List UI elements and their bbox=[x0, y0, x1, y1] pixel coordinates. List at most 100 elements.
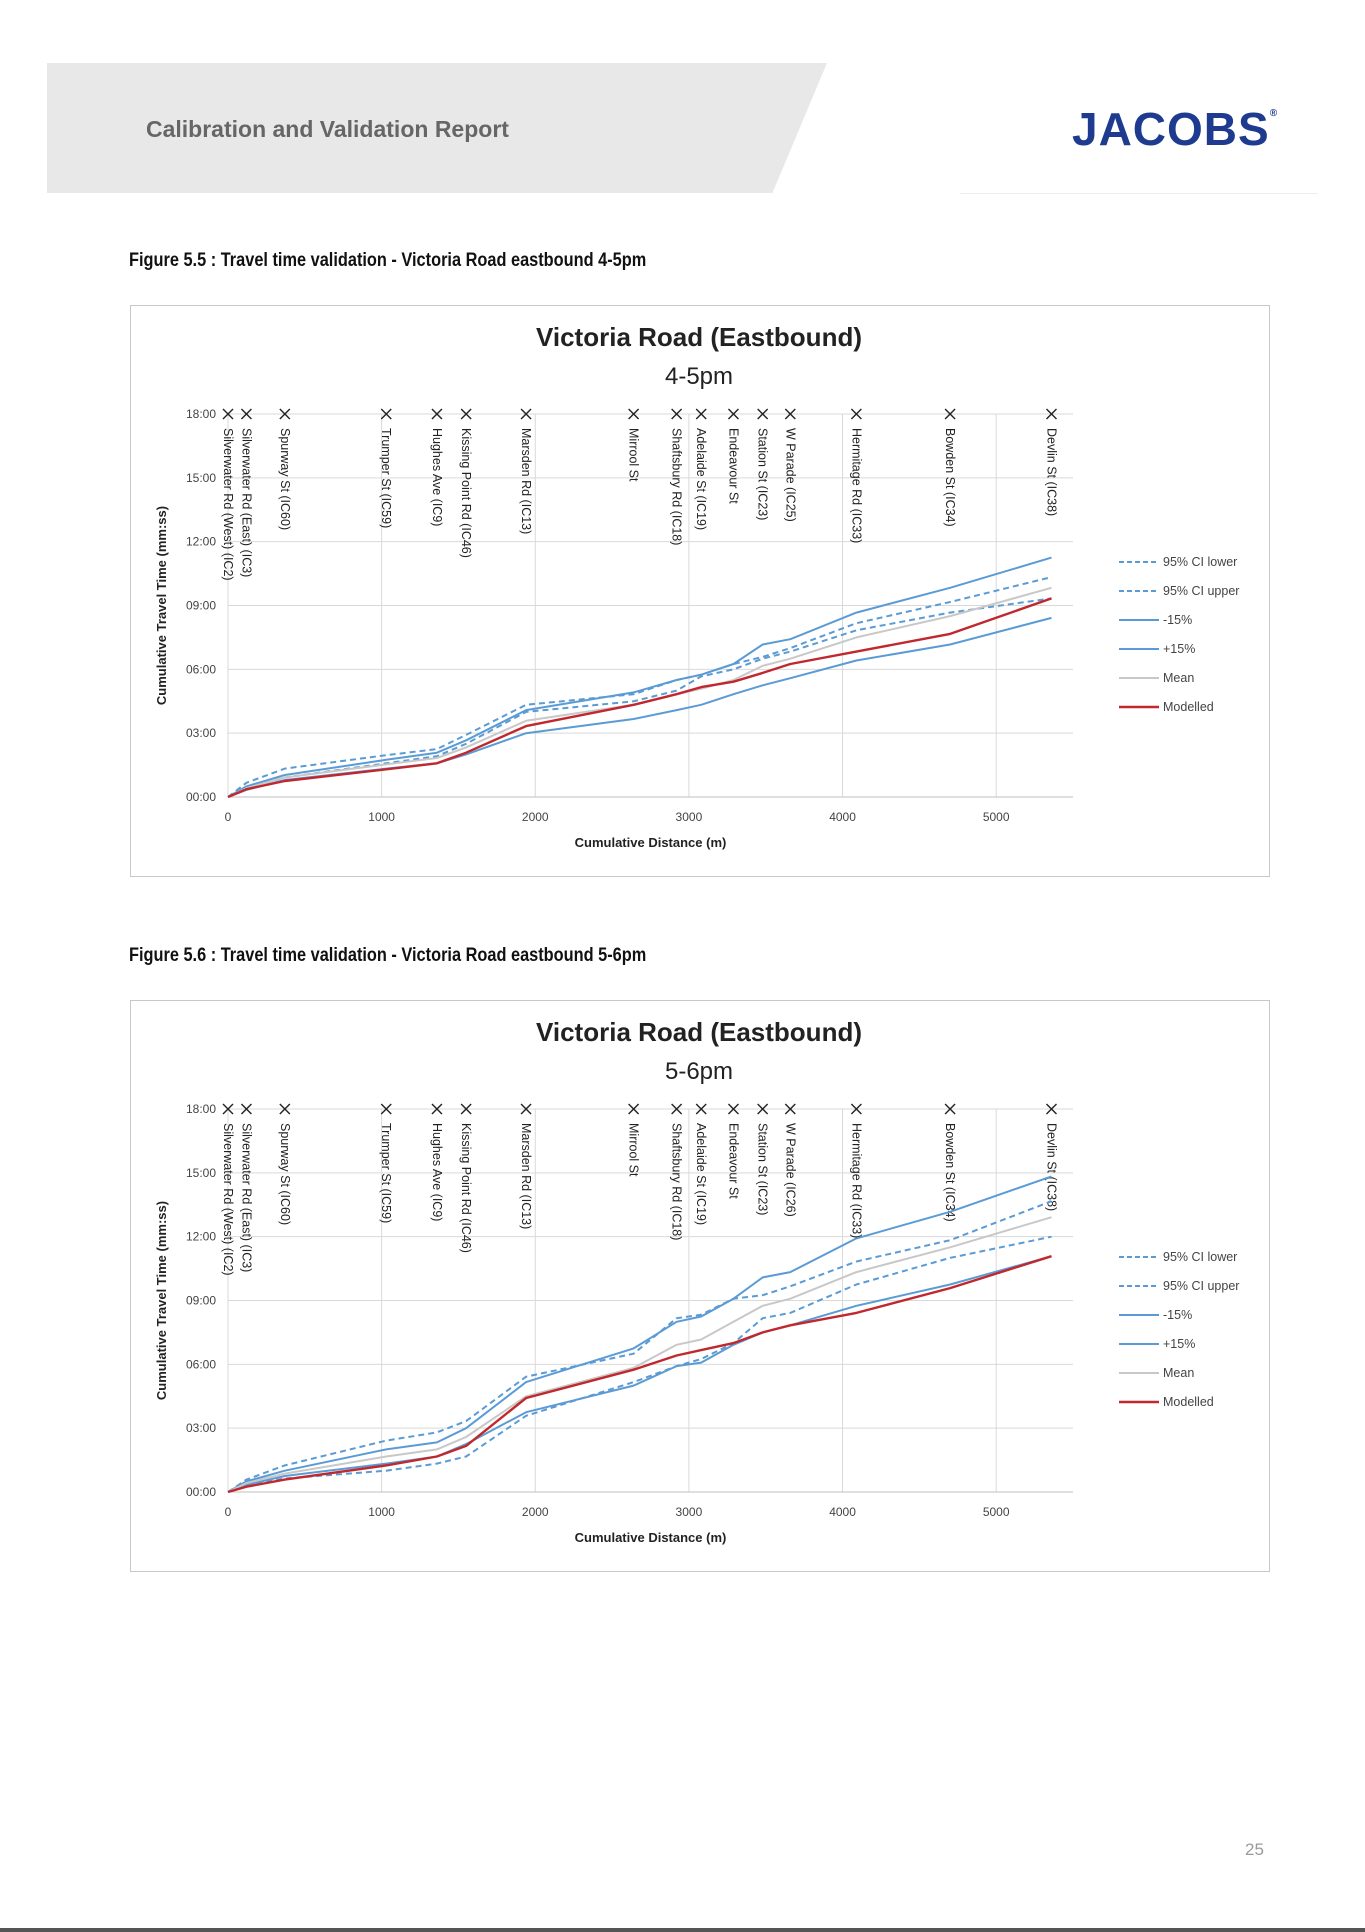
series-line-2 bbox=[227, 616, 1052, 798]
chart-1: Victoria Road (Eastbound) 4-5pm 00:00 03:00… bbox=[154, 322, 1239, 850]
stop-marker bbox=[695, 408, 707, 420]
chart-title: Victoria Road (Eastbound) bbox=[536, 1017, 862, 1047]
y-tick-label: 06:00 bbox=[186, 662, 216, 676]
header-band bbox=[47, 63, 827, 193]
stop-marker bbox=[460, 408, 472, 420]
stop-label: Station St (IC23) bbox=[756, 428, 770, 520]
stop-marker bbox=[1045, 1103, 1057, 1115]
stop-marker bbox=[222, 1103, 234, 1115]
header-divider bbox=[960, 193, 1318, 194]
series-line-4 bbox=[227, 1216, 1052, 1493]
stop-label: Silverwater Rd (West) (IC2) bbox=[221, 1123, 235, 1276]
chart-2-frame: Victoria Road (Eastbound) 5-6pm 00:00 03:00… bbox=[130, 1000, 1270, 1572]
y-tick-label: 15:00 bbox=[186, 471, 216, 485]
x-tick-label: 2000 bbox=[522, 810, 549, 824]
stop-label: Spurway St (IC60) bbox=[278, 428, 292, 530]
x-axis-label: Cumulative Distance (m) bbox=[575, 1530, 727, 1545]
stop-marker bbox=[784, 1103, 796, 1115]
stop-marker bbox=[380, 1103, 392, 1115]
series-line-2 bbox=[227, 1255, 1052, 1493]
y-tick-label: 18:00 bbox=[186, 1102, 216, 1116]
series-line-5 bbox=[227, 1255, 1052, 1494]
stop-marker bbox=[757, 408, 769, 420]
stop-label: Adelaide St (IC19) bbox=[694, 1123, 708, 1225]
logo-mark: ® bbox=[1269, 108, 1279, 119]
x-tick-label: 4000 bbox=[829, 1505, 856, 1519]
stop-marker bbox=[944, 1103, 956, 1115]
stop-label: Kissing Point Rd (IC46) bbox=[459, 428, 473, 558]
stop-label: W Parade (IC25) bbox=[783, 428, 797, 522]
x-tick-label: 3000 bbox=[676, 810, 703, 824]
x-tick-label: 2000 bbox=[522, 1505, 549, 1519]
stop-marker bbox=[727, 408, 739, 420]
x-tick-label: 3000 bbox=[676, 1505, 703, 1519]
y-tick-label: 06:00 bbox=[186, 1357, 216, 1371]
figure-caption-2: Figure 5.6 : Travel time validation - Vi… bbox=[129, 945, 647, 966]
legend-label: 95% CI lower bbox=[1163, 1250, 1237, 1264]
stop-marker bbox=[757, 1103, 769, 1115]
stop-marker bbox=[460, 1103, 472, 1115]
legend-label: +15% bbox=[1163, 642, 1195, 656]
footer-rule bbox=[0, 1928, 1365, 1932]
figure-caption-1: Figure 5.5 : Travel time validation - Vi… bbox=[129, 250, 647, 271]
y-tick-label: 00:00 bbox=[186, 790, 216, 804]
stop-label: Mirrool St bbox=[627, 1123, 641, 1177]
series-line-3 bbox=[227, 556, 1052, 798]
stop-marker bbox=[520, 1103, 532, 1115]
stop-marker bbox=[944, 408, 956, 420]
stop-marker bbox=[520, 408, 532, 420]
stop-marker bbox=[727, 1103, 739, 1115]
stop-marker bbox=[431, 1103, 443, 1115]
logo-text: JACOBS bbox=[1072, 103, 1270, 155]
stop-marker bbox=[695, 1103, 707, 1115]
x-tick-label: 1000 bbox=[368, 810, 395, 824]
stop-label: Hughes Ave (IC9) bbox=[430, 1123, 444, 1221]
stop-label: Shaftsbury Rd (IC18) bbox=[670, 1123, 684, 1240]
chart-subtitle: 5-6pm bbox=[665, 1058, 733, 1085]
stop-label: Adelaide St (IC19) bbox=[694, 428, 708, 530]
chart-1-frame: Victoria Road (Eastbound) 4-5pm 00:00 03:00… bbox=[130, 305, 1270, 877]
stop-marker bbox=[1045, 408, 1057, 420]
stop-marker bbox=[380, 408, 392, 420]
stop-label: Station St (IC23) bbox=[756, 1123, 770, 1215]
stop-label: Hermitage Rd (IC33) bbox=[849, 1123, 863, 1238]
y-tick-label: 09:00 bbox=[186, 1294, 216, 1308]
stop-marker bbox=[671, 1103, 683, 1115]
series-line-0 bbox=[227, 597, 1052, 798]
x-tick-label: 5000 bbox=[983, 1505, 1010, 1519]
stop-label: Shaftsbury Rd (IC18) bbox=[670, 428, 684, 545]
stop-marker bbox=[222, 408, 234, 420]
stop-label: Spurway St (IC60) bbox=[278, 1123, 292, 1225]
stop-label: Endeavour St bbox=[726, 1123, 740, 1199]
stop-marker bbox=[279, 1103, 291, 1115]
legend-label: -15% bbox=[1163, 1308, 1192, 1322]
stop-label: Silverwater Rd (East) (IC3) bbox=[239, 1123, 253, 1272]
jacobs-logo: JACOBS® bbox=[1072, 102, 1278, 156]
x-tick-label: 0 bbox=[225, 810, 232, 824]
stop-marker bbox=[279, 408, 291, 420]
x-tick-label: 0 bbox=[225, 1505, 232, 1519]
stop-marker bbox=[784, 408, 796, 420]
page-number: 25 bbox=[1245, 1840, 1264, 1859]
stop-label: W Parade (IC26) bbox=[783, 1123, 797, 1217]
series-line-3 bbox=[227, 1175, 1052, 1493]
stop-marker bbox=[850, 408, 862, 420]
y-tick-label: 03:00 bbox=[186, 726, 216, 740]
y-tick-label: 12:00 bbox=[186, 1230, 216, 1244]
legend-label: 95% CI upper bbox=[1163, 1279, 1239, 1293]
series-line-5 bbox=[227, 597, 1052, 799]
x-tick-label: 4000 bbox=[829, 810, 856, 824]
x-tick-label: 5000 bbox=[983, 810, 1010, 824]
legend-label: -15% bbox=[1163, 613, 1192, 627]
legend-label: +15% bbox=[1163, 1337, 1195, 1351]
series-line-0 bbox=[227, 1200, 1052, 1493]
stop-label: Kissing Point Rd (IC46) bbox=[459, 1123, 473, 1253]
stop-label: Bowden St (IC34) bbox=[943, 428, 957, 527]
series-line-1 bbox=[227, 576, 1052, 798]
x-axis-label: Cumulative Distance (m) bbox=[575, 835, 727, 850]
chart-title: Victoria Road (Eastbound) bbox=[536, 322, 862, 352]
legend-label: Modelled bbox=[1163, 700, 1214, 714]
stop-label: Endeavour St bbox=[726, 428, 740, 504]
y-tick-label: 09:00 bbox=[186, 599, 216, 613]
legend-label: 95% CI lower bbox=[1163, 555, 1237, 569]
